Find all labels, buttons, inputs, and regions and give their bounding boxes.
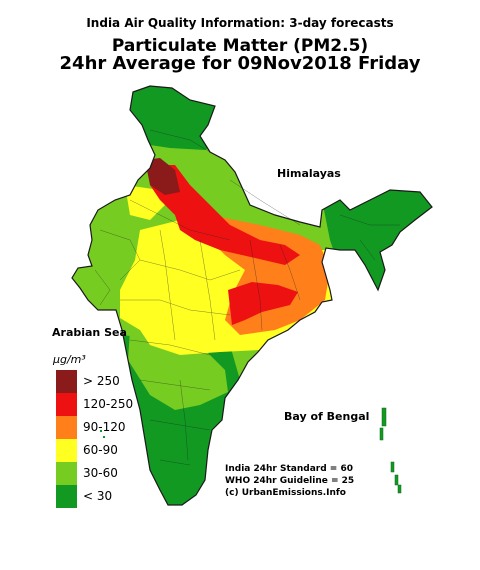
lakshadweep-islands: [100, 430, 105, 438]
legend-label-under-30: < 30: [83, 489, 113, 503]
legend-swatch-over-250: [56, 370, 77, 393]
copyright-note: (c) UrbanEmissions.Info: [225, 488, 346, 498]
india-standard-note: India 24hr Standard = 60: [225, 464, 353, 474]
himalayas-label: Himalayas: [277, 167, 341, 180]
zone-punjab-yellow: [125, 185, 165, 220]
subtitle-header: India Air Quality Information: 3-day for…: [86, 16, 394, 30]
standards-notes: India 24hr Standard = 60 WHO 24hr Guidel…: [225, 463, 354, 499]
legend-swatch-120-250: [56, 393, 77, 416]
pollutant-title: Particulate Matter (PM2.5): [111, 36, 369, 56]
andaman-islands: [379, 407, 402, 494]
legend-swatch-30-60: [56, 462, 77, 485]
who-guideline-note: WHO 24hr Guideline = 25: [225, 476, 355, 486]
legend-label-over-250: > 250: [83, 374, 120, 388]
legend-label-30-60: 30-60: [83, 466, 118, 480]
legend-unit: μg/m³: [53, 353, 86, 366]
zone-120-250-north: [150, 165, 300, 265]
legend-label-120-250: 120-250: [83, 397, 134, 411]
arabian-sea-label: Arabian Sea: [52, 326, 127, 339]
date-title: 24hr Average for 09Nov2018 Friday: [59, 53, 421, 74]
legend-swatch-90-120: [56, 416, 77, 439]
district-borders: [94, 129, 400, 466]
legend-swatch-60-90: [56, 439, 77, 462]
bay-of-bengal-label: Bay of Bengal: [284, 410, 370, 423]
legend-label-90-120: 90-120: [83, 420, 126, 434]
zone-over-250: [145, 158, 180, 195]
zone-north-green: [100, 86, 240, 150]
legend-swatch-under-30: [56, 485, 77, 508]
india-outline: [71, 85, 433, 506]
legend-label-60-90: 60-90: [83, 443, 118, 457]
zone-120-250-east: [228, 282, 298, 325]
